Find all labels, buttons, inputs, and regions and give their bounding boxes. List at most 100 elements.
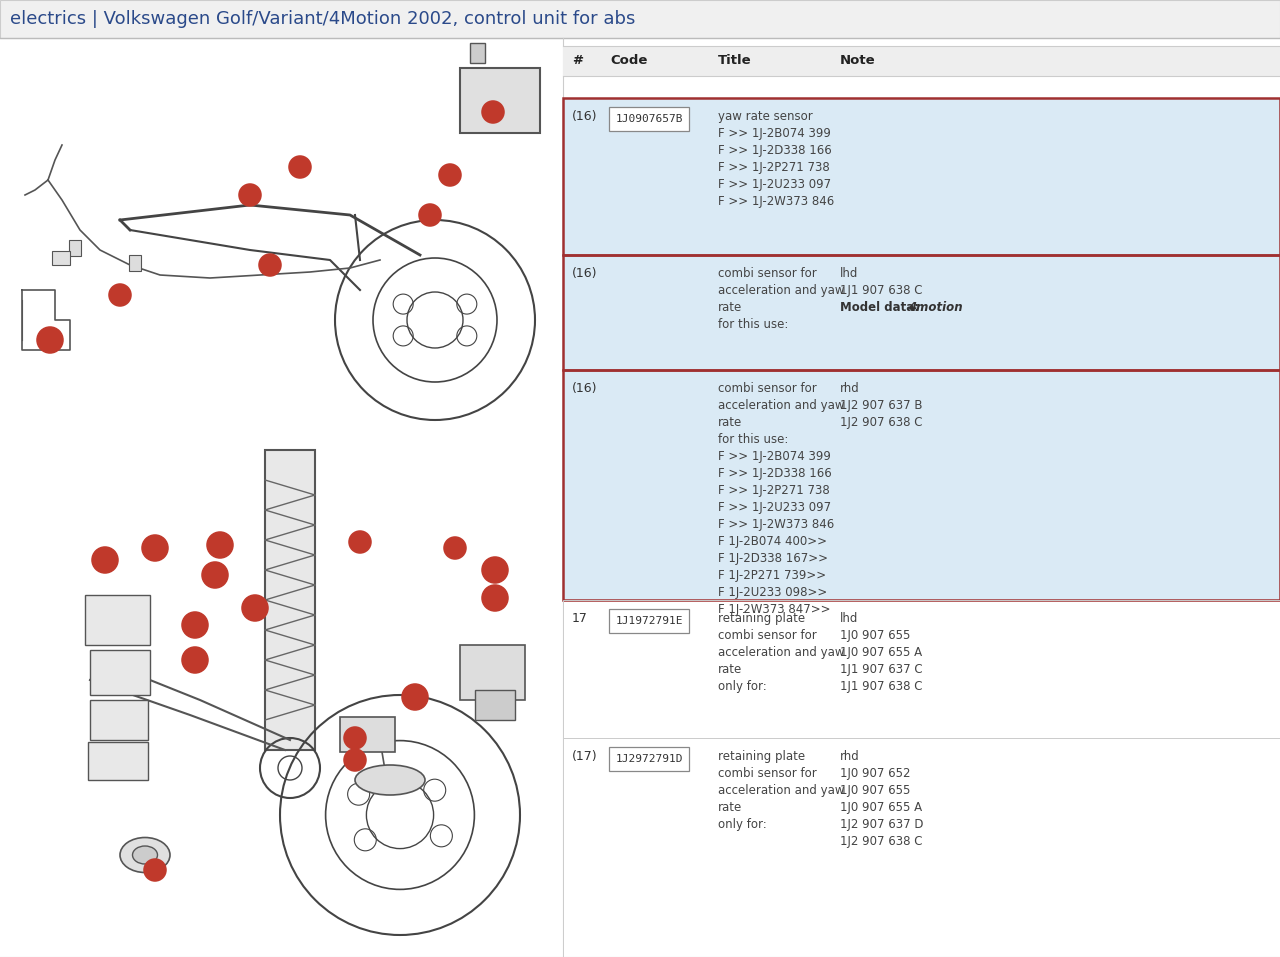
Circle shape [37, 327, 63, 353]
Text: combi sensor for: combi sensor for [718, 382, 817, 395]
Text: 1J2 907 637 B: 1J2 907 637 B [840, 399, 923, 412]
Text: rate: rate [718, 801, 742, 814]
Circle shape [109, 284, 131, 306]
Circle shape [202, 562, 228, 588]
Text: 20: 20 [148, 544, 161, 552]
Text: 16: 16 [99, 555, 111, 565]
Text: rhd: rhd [840, 382, 860, 395]
FancyBboxPatch shape [609, 609, 689, 633]
Text: 1J1972791E: 1J1972791E [616, 616, 682, 626]
Circle shape [142, 535, 168, 561]
Text: F >> 1J-2D338 166: F >> 1J-2D338 166 [718, 467, 832, 480]
Text: 19: 19 [209, 570, 221, 580]
Circle shape [289, 156, 311, 178]
Circle shape [207, 532, 233, 558]
Bar [129, 255, 141, 271]
Text: 27: 27 [448, 543, 462, 553]
Text: 1J2 907 638 C: 1J2 907 638 C [840, 835, 923, 848]
Text: F 1J-2U233 098>>: F 1J-2U233 098>> [718, 586, 827, 599]
Text: 8: 8 [246, 190, 253, 200]
Text: only for:: only for: [718, 818, 767, 831]
Circle shape [182, 647, 207, 673]
Bar [475, 690, 515, 720]
Bar [69, 240, 81, 256]
Bar [88, 742, 148, 780]
Text: acceleration and yaw: acceleration and yaw [718, 784, 845, 797]
Bar [563, 370, 1280, 600]
Text: for this use:: for this use: [718, 318, 788, 331]
Text: 1: 1 [489, 107, 497, 117]
Text: acceleration and yaw: acceleration and yaw [718, 399, 845, 412]
Circle shape [239, 184, 261, 206]
Text: 2: 2 [352, 755, 358, 765]
Bar [563, 46, 1280, 76]
Text: 3: 3 [447, 170, 453, 180]
Text: 4: 4 [356, 537, 364, 547]
Circle shape [419, 204, 442, 226]
Circle shape [182, 612, 207, 638]
Circle shape [344, 727, 366, 749]
Bar [563, 98, 1280, 255]
Text: 1J1 907 638 C: 1J1 907 638 C [840, 680, 923, 693]
Text: Model data:: Model data: [840, 301, 919, 314]
Text: F >> 1J-2W373 846: F >> 1J-2W373 846 [718, 518, 835, 531]
Text: yaw rate sensor: yaw rate sensor [718, 110, 813, 123]
Bar [563, 255, 1280, 370]
Text: 1J1 907 637 C: 1J1 907 637 C [840, 663, 923, 676]
Text: 4motion: 4motion [908, 301, 963, 314]
Text: 1J2 907 638 C: 1J2 907 638 C [840, 416, 923, 429]
Text: acceleration and yaw: acceleration and yaw [718, 284, 845, 297]
Text: for this use:: for this use: [718, 433, 788, 446]
Text: F >> 1J-2P271 738: F >> 1J-2P271 738 [718, 161, 829, 174]
Text: rhd: rhd [840, 750, 860, 763]
Text: combi sensor for: combi sensor for [718, 267, 817, 280]
Circle shape [483, 557, 508, 583]
Ellipse shape [120, 837, 170, 873]
Text: Code: Code [611, 55, 648, 68]
Bar [563, 255, 1280, 370]
Text: F >> 1J-2B074 399: F >> 1J-2B074 399 [718, 450, 831, 463]
Text: electrics | Volkswagen Golf/Variant/4Motion 2002, control unit for abs: electrics | Volkswagen Golf/Variant/4Mot… [10, 10, 635, 28]
Text: lhd: lhd [840, 267, 859, 280]
Text: 5: 5 [266, 260, 274, 270]
Text: 17: 17 [572, 612, 588, 625]
Text: 9: 9 [297, 162, 303, 172]
Ellipse shape [133, 846, 157, 864]
Ellipse shape [355, 765, 425, 795]
Bar [470, 43, 485, 63]
Text: 17: 17 [188, 620, 201, 630]
Text: 1J0 907 655 A: 1J0 907 655 A [840, 801, 922, 814]
Bar [563, 600, 1280, 738]
Circle shape [483, 101, 504, 123]
Text: combi sensor for: combi sensor for [718, 767, 817, 780]
Bar [90, 650, 150, 695]
Text: 1J2 907 637 D: 1J2 907 637 D [840, 818, 923, 831]
Text: (16): (16) [572, 110, 598, 123]
Bar [563, 738, 1280, 957]
Text: acceleration and yaw: acceleration and yaw [718, 646, 845, 659]
Text: #: # [572, 55, 582, 68]
Bar [563, 738, 1280, 957]
Circle shape [92, 547, 118, 573]
Text: F 1J-2B074 400>>: F 1J-2B074 400>> [718, 535, 827, 548]
Text: 1J0 907 655 A: 1J0 907 655 A [840, 646, 922, 659]
Text: 28: 28 [489, 566, 502, 574]
Text: 7: 7 [426, 210, 434, 220]
Text: (16): (16) [572, 382, 598, 395]
Text: rate: rate [718, 416, 742, 429]
Circle shape [483, 585, 508, 611]
Text: combi sensor for: combi sensor for [718, 629, 817, 642]
Bar [340, 717, 396, 752]
Circle shape [259, 254, 282, 276]
Circle shape [242, 595, 268, 621]
FancyBboxPatch shape [609, 107, 689, 131]
Text: 1J1 907 638 C: 1J1 907 638 C [840, 284, 923, 297]
Bar [84, 595, 150, 645]
Text: 1J0 907 655: 1J0 907 655 [840, 784, 910, 797]
Text: 29: 29 [489, 593, 502, 603]
Bar [460, 645, 525, 700]
Text: Title: Title [718, 55, 751, 68]
Text: 6: 6 [116, 290, 124, 300]
Text: 26: 26 [408, 693, 421, 701]
Text: Note: Note [840, 55, 876, 68]
